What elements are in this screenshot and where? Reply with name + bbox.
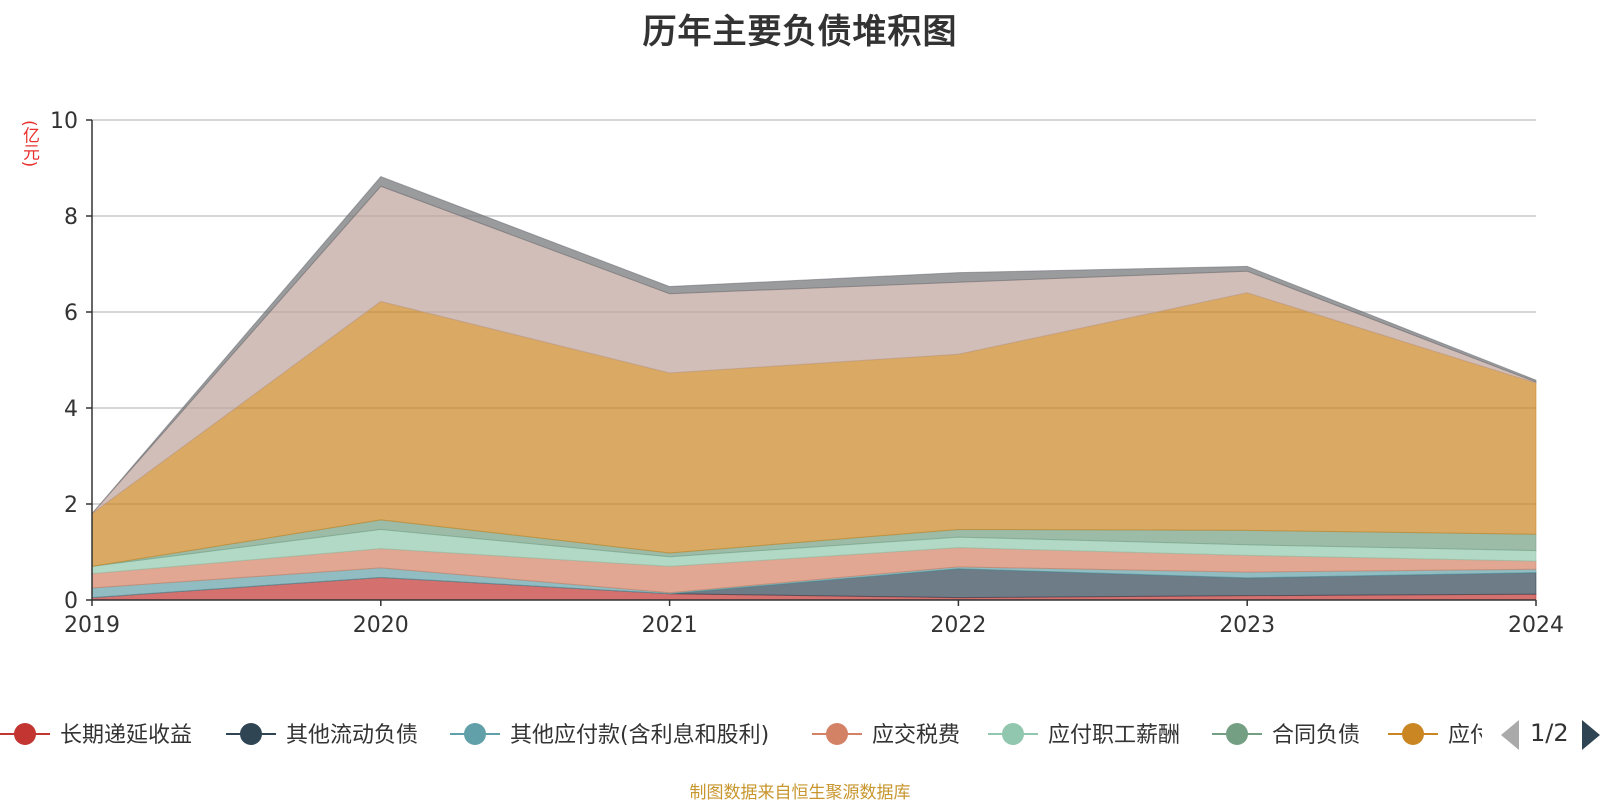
legend-items: 长期递延收益 其他流动负债 其他应付款(含利息和股利) 应交税费 应付职工薪酬 合同负债 应… bbox=[0, 723, 1536, 748]
legend-item[interactable]: 合同负债 bbox=[1212, 723, 1360, 748]
legend-page-indicator: 1/2 bbox=[1530, 719, 1569, 747]
legend-marker-icon bbox=[1002, 723, 1024, 745]
legend-label: 应交税费 bbox=[872, 723, 960, 748]
x-tick-label: 2024 bbox=[1508, 613, 1564, 638]
legend-item[interactable]: 应付职工薪酬 bbox=[988, 723, 1180, 748]
axes: 0 2 4 6 8 10 2019 2020 2021 2022 2023 2024 bbox=[50, 109, 1564, 638]
legend-label: 其他应付款(含利息和股利) bbox=[510, 723, 769, 748]
legend-label: 合同负债 bbox=[1272, 723, 1360, 748]
x-tick-label: 2022 bbox=[930, 613, 986, 638]
chart-title: 历年主要负债堆积图 bbox=[642, 12, 958, 52]
x-tick-label: 2019 bbox=[64, 613, 120, 638]
legend-prev-page-icon[interactable] bbox=[1501, 720, 1519, 750]
legend-next-page-icon[interactable] bbox=[1582, 720, 1600, 750]
y-tick-label: 8 bbox=[64, 205, 78, 230]
x-tick-label: 2020 bbox=[353, 613, 409, 638]
legend-marker-icon bbox=[14, 723, 36, 745]
legend-item[interactable]: 其他流动负债 bbox=[226, 723, 418, 748]
legend-item[interactable]: 其他应付款(含利息和股利) bbox=[450, 723, 769, 748]
legend-marker-icon bbox=[1226, 723, 1248, 745]
legend-item[interactable]: 应付账款 bbox=[1388, 723, 1536, 748]
y-tick-label: 4 bbox=[64, 397, 78, 422]
legend-label: 其他流动负债 bbox=[286, 723, 418, 748]
y-tick-label: 6 bbox=[64, 301, 78, 326]
legend-marker-icon bbox=[240, 723, 262, 745]
x-tick-label: 2023 bbox=[1219, 613, 1275, 638]
legend-marker-icon bbox=[826, 723, 848, 745]
legend-label: 应付职工薪酬 bbox=[1048, 723, 1180, 748]
legend-marker-icon bbox=[1402, 723, 1424, 745]
x-tick-label: 2021 bbox=[642, 613, 698, 638]
y-tick-label: 0 bbox=[64, 589, 78, 614]
stacked-areas bbox=[91, 176, 1537, 601]
y-tick-label: 2 bbox=[64, 493, 78, 518]
legend-label: 长期递延收益 bbox=[60, 723, 192, 748]
legend-item[interactable]: 长期递延收益 bbox=[0, 723, 192, 748]
legend-pager[interactable]: 1/2 bbox=[1496, 716, 1600, 756]
legend-marker-icon bbox=[464, 723, 486, 745]
legend[interactable]: 长期递延收益 其他流动负债 其他应付款(含利息和股利) 应交税费 应付职工薪酬 合同负债 应… bbox=[0, 723, 1536, 748]
y-axis-unit-label: (亿元) bbox=[19, 120, 39, 168]
legend-label: 应付账款 bbox=[1448, 723, 1536, 748]
area-series-8 bbox=[91, 176, 1537, 514]
source-note: 制图数据来自恒生聚源数据库 bbox=[689, 783, 911, 803]
y-tick-label: 10 bbox=[50, 109, 78, 134]
legend-item[interactable]: 应交税费 bbox=[812, 723, 960, 748]
